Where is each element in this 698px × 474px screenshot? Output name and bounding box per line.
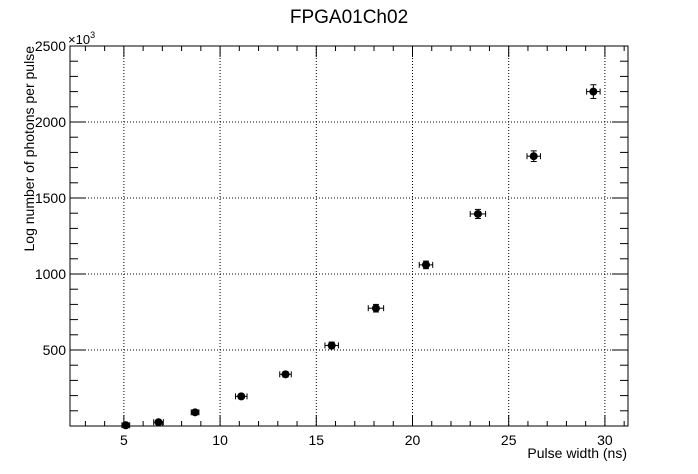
x-tick-label: 5 <box>120 432 128 448</box>
data-marker <box>237 392 245 400</box>
data-marker <box>191 408 199 416</box>
x-tick-label: 10 <box>212 432 228 448</box>
data-point <box>280 370 292 378</box>
data-point <box>527 151 540 162</box>
y-tick-label: 2000 <box>35 114 66 130</box>
data-point <box>470 209 485 218</box>
x-tick-label: 25 <box>501 432 517 448</box>
data-point <box>122 421 130 429</box>
y-tick-label: 2500 <box>35 38 66 54</box>
y-tick-label: 1500 <box>35 190 66 206</box>
x-axis-label: Pulse width (ns) <box>527 445 627 461</box>
chart-title: FPGA01Ch02 <box>290 7 408 28</box>
data-marker <box>328 341 336 349</box>
y-tick-label: 1000 <box>35 266 66 282</box>
data-marker <box>530 152 538 160</box>
data-marker <box>122 421 130 429</box>
x-tick-label: 15 <box>309 432 325 448</box>
data-marker <box>282 370 290 378</box>
data-point <box>191 408 199 416</box>
y-axis-multiplier-base: ×10 <box>68 32 90 47</box>
data-marker <box>155 418 163 426</box>
data-marker <box>474 210 482 218</box>
data-point <box>419 261 432 269</box>
x-tick-label: 20 <box>405 432 421 448</box>
y-axis-multiplier-exponent: 3 <box>90 30 95 40</box>
grid-lines <box>70 46 628 426</box>
data-points <box>122 85 600 429</box>
data-point <box>368 304 383 312</box>
plot-frame <box>70 46 628 426</box>
data-point <box>587 85 600 99</box>
data-point <box>235 392 247 400</box>
data-marker <box>372 304 380 312</box>
y-axis-multiplier: ×103 <box>68 30 95 47</box>
data-marker <box>422 261 430 269</box>
data-marker <box>589 88 597 96</box>
axis-ticks <box>70 46 628 426</box>
y-axis-label: Log number of photons per pulse <box>21 46 37 252</box>
data-point <box>325 341 338 349</box>
y-tick-label: 500 <box>43 342 67 358</box>
